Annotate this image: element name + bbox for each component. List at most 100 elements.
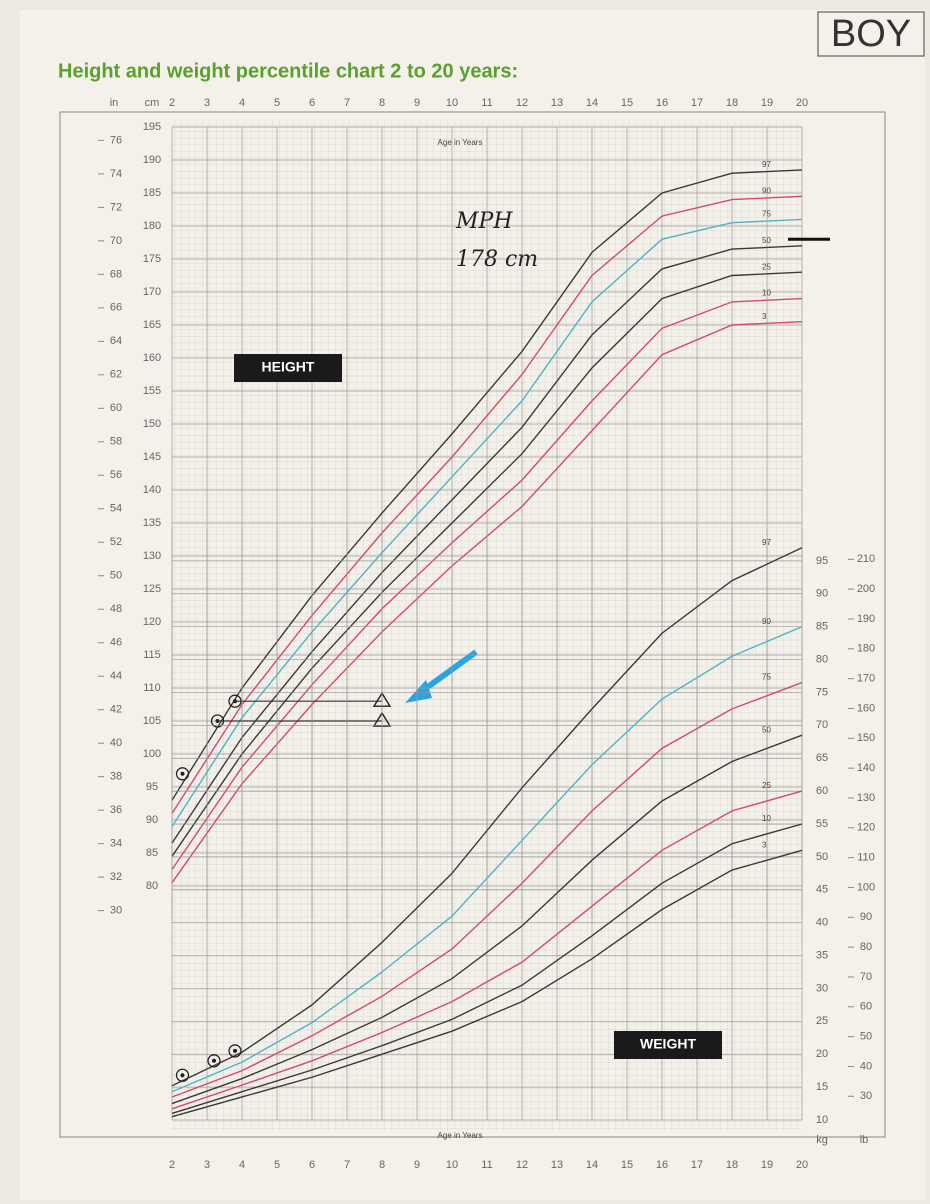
y-tick-label: 110 [143,682,161,694]
percentile-label: 25 [762,781,771,790]
percentile-curve [171,626,803,1093]
y2-tick-label: 58 [110,436,122,448]
annotation: MPH [455,209,513,234]
x-tick-label: 19 [761,1159,773,1171]
x-tick-label: 3 [204,97,210,109]
x-tick-label: 16 [656,97,668,109]
y-tick-label: 95 [146,781,158,793]
y-tick-label: 100 [143,748,161,760]
measurement [207,1054,221,1068]
percentile-label: 90 [762,186,771,195]
x-tick-label: 13 [551,1159,563,1171]
y2-tick-label: 130 [857,792,875,804]
y2-tick-label: 160 [857,702,875,714]
x-tick-label: 20 [796,1159,808,1171]
y-tick-label: 120 [143,616,161,628]
x-tick-label: 14 [586,97,598,109]
y-tick-label: 80 [146,880,158,892]
y2-tick-label: 50 [110,570,122,582]
percentile-curve [171,734,803,1105]
y2-tick-label: 210 [857,553,875,565]
y2-tick-label: 64 [110,335,122,347]
label-box [234,354,342,382]
y2-tick-label: 68 [110,268,122,280]
x-tick-label: 8 [379,1159,385,1171]
percentile-curve [171,547,803,1087]
percentile-label: 97 [762,160,771,169]
percentile-label: 25 [762,262,771,271]
y2-tick-label: 120 [857,822,875,834]
y2-tick-label: 32 [110,871,122,883]
y2-tick-label: 72 [110,201,122,213]
x-tick-label: 14 [586,1159,598,1171]
y-tick-label: 145 [143,451,161,463]
y-tick-label: 160 [143,352,161,364]
y-tick-label: 65 [816,752,828,764]
y-tick-label: 80 [816,653,828,665]
x-tick-label: 7 [344,1159,350,1171]
y2-tick-label: 38 [110,771,122,783]
y-tick-label: 40 [816,917,828,929]
percentile-label: 3 [762,312,767,321]
y2-tick-label: 66 [110,302,122,314]
title: Height and weight percentile chart 2 to … [58,60,518,82]
arrow-head [405,680,432,703]
percentile-curve [171,790,803,1110]
y2-tick-label: 30 [110,905,122,917]
x-tick-label: 4 [239,1159,245,1171]
y-tick-label: 95 [816,555,828,567]
x-tick-label: 3 [204,1159,210,1171]
x-tick-label: 18 [726,97,738,109]
x-tick-label: 7 [344,97,350,109]
y-tick-label: 75 [816,686,828,698]
y-tick-label: 55 [816,818,828,830]
y-tick-label: 15 [816,1081,828,1093]
y-tick-label: 180 [143,220,161,232]
percentile-label: 10 [762,289,771,298]
y2-tick-label: 150 [857,732,875,744]
y-tick-label: 45 [816,884,828,896]
measurement [175,1068,190,1082]
x-tick-label: 11 [481,97,492,109]
y-tick-label: 125 [143,583,161,595]
frame [59,111,886,1138]
x-tick-label: 20 [796,97,808,109]
y2-tick-label: 70 [860,971,872,983]
x-tick-label: 13 [551,97,563,109]
y-tick-label: 140 [143,484,161,496]
y-tick-label: 155 [143,385,161,397]
chart-label: HEIGHT [262,359,315,375]
y2-tick-label: 36 [110,804,122,816]
measurement-dot [212,1058,216,1063]
y2-tick-label: 40 [110,737,122,749]
y2-tick-label: 40 [860,1060,872,1072]
x-tick-label: 17 [691,97,703,109]
y2-unit: in [110,97,119,109]
y2-unit: lb [860,1134,869,1146]
percentile-label: 50 [762,236,771,245]
x-tick-label: 9 [414,1159,420,1171]
y2-tick-label: 140 [857,762,875,774]
y2-tick-label: 60 [110,402,122,414]
x-tick-label: 5 [274,97,280,109]
measurement-dot [180,1073,185,1078]
y2-tick-label: 34 [110,838,122,850]
percentile-label: 97 [762,538,771,547]
x-tick-label: 12 [516,97,528,109]
percentile-label: 75 [762,673,771,682]
percentile-label: 10 [762,814,771,823]
percentile-curve [171,823,803,1115]
x-label: Age in Years [438,1131,483,1140]
badge-box [817,11,925,57]
y-tick-label: 165 [143,319,161,331]
y-tick-label: 195 [143,121,161,133]
y2-tick-label: 80 [860,941,872,953]
percentile-label: 75 [762,210,771,219]
measurement-dot [180,771,185,776]
x-tick-label: 2 [169,1159,175,1171]
y2-tick-label: 76 [110,134,122,146]
y2-tick-label: 60 [860,1001,872,1013]
y-tick-label: 20 [816,1048,828,1060]
x-tick-label: 9 [414,97,420,109]
percentile-curve [171,849,803,1118]
